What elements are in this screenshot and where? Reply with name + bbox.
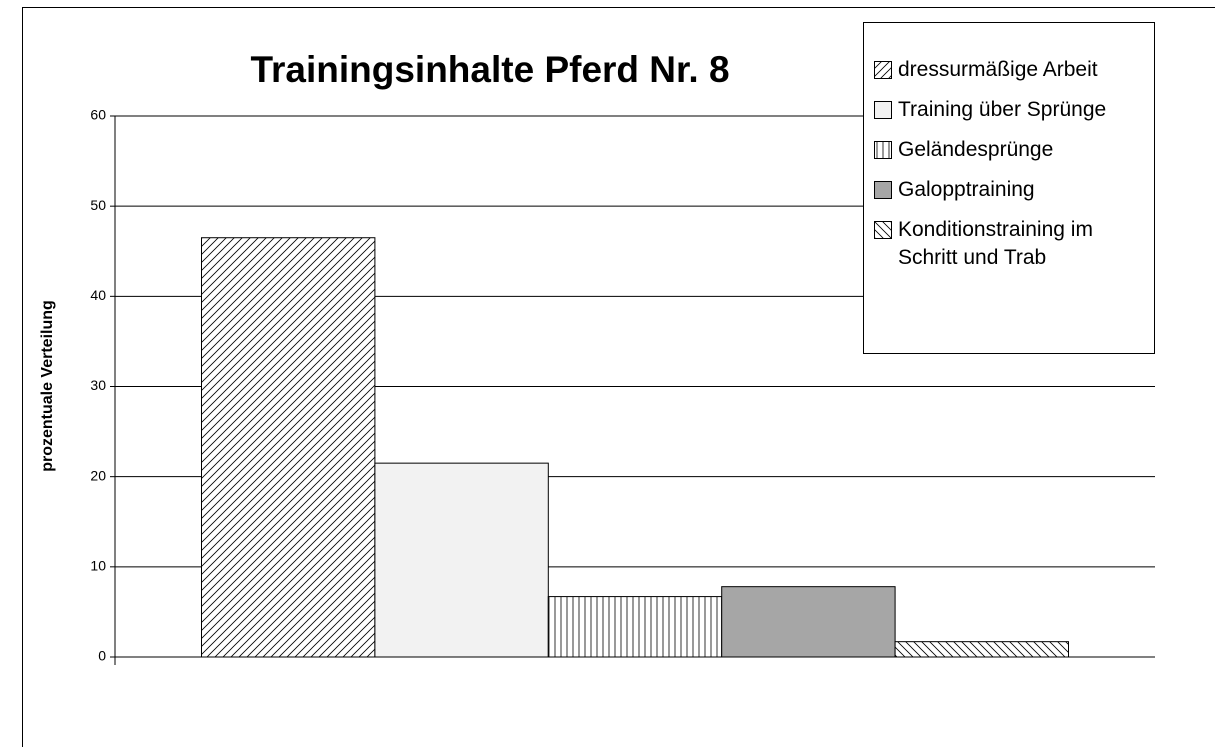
legend-swatch [874,61,892,79]
legend-label: Konditionstraining im Schritt und Trab [898,218,1093,269]
swatch [874,61,892,79]
bar [201,237,376,658]
y-tick-label: 50 [90,197,106,213]
bar [374,462,549,658]
swatch [874,101,892,119]
y-tick-label: 30 [90,377,106,393]
bar [721,586,896,658]
legend-label: Galopptraining [898,178,1035,201]
y-axis-label: prozentuale Verteilung [39,300,56,472]
legend-swatch [874,181,892,199]
bar [894,641,1069,658]
swatch [874,221,892,239]
legend-item: Geländesprünge [874,136,1146,164]
y-tick-label: 20 [90,467,106,483]
legend: dressurmäßige Arbeit Training über Sprüng… [863,22,1155,354]
legend-item: dressurmäßige Arbeit [874,56,1146,84]
frame [22,7,1215,747]
legend-item: Konditionstraining im Schritt und Trab [874,216,1146,272]
legend-swatch [874,141,892,159]
y-tick-label: 0 [98,648,106,664]
legend-item: Galopptraining [874,176,1146,204]
legend-label: Training über Sprünge [898,98,1107,121]
y-tick-label: 10 [90,558,106,574]
legend-item: Training über Sprünge [874,96,1146,124]
legend-swatch [874,101,892,119]
bar [547,596,723,658]
legend-label: dressurmäßige Arbeit [898,58,1098,81]
swatch [874,141,892,159]
legend-swatch [874,221,892,239]
y-tick-label: 40 [90,287,106,303]
chart-title: Trainingsinhalte Pferd Nr. 8 [250,49,729,90]
legend-label: Geländesprünge [898,138,1054,161]
y-tick-label: 60 [90,107,106,123]
swatch [874,181,892,199]
